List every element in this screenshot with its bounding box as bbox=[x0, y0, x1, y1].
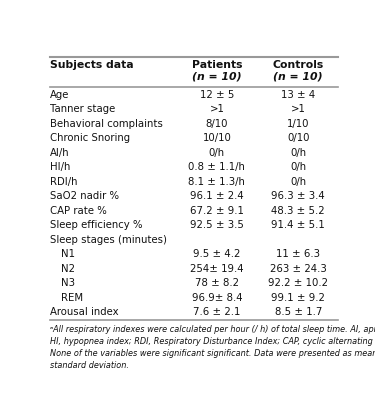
Text: 92.2 ± 10.2: 92.2 ± 10.2 bbox=[268, 278, 328, 288]
Text: Sleep efficiency %: Sleep efficiency % bbox=[50, 220, 142, 230]
Text: AI/h: AI/h bbox=[50, 148, 69, 158]
Text: Chronic Snoring: Chronic Snoring bbox=[50, 133, 130, 143]
Text: 263 ± 24.3: 263 ± 24.3 bbox=[270, 264, 327, 274]
Text: HI/h: HI/h bbox=[50, 162, 70, 172]
Text: 96.3 ± 3.4: 96.3 ± 3.4 bbox=[272, 191, 325, 201]
Text: N1: N1 bbox=[62, 249, 75, 259]
Text: Age: Age bbox=[50, 90, 69, 100]
Text: Arousal index: Arousal index bbox=[50, 308, 118, 317]
Text: 11 ± 6.3: 11 ± 6.3 bbox=[276, 249, 320, 259]
Text: 0/h: 0/h bbox=[290, 162, 306, 172]
Text: 48.3 ± 5.2: 48.3 ± 5.2 bbox=[272, 206, 325, 216]
Text: SaO2 nadir %: SaO2 nadir % bbox=[50, 191, 119, 201]
Text: 8/10: 8/10 bbox=[206, 119, 228, 129]
Text: 91.4 ± 5.1: 91.4 ± 5.1 bbox=[272, 220, 325, 230]
Text: 9.5 ± 4.2: 9.5 ± 4.2 bbox=[193, 249, 241, 259]
Text: >1: >1 bbox=[291, 104, 306, 114]
Text: Controls: Controls bbox=[273, 60, 324, 70]
Text: 10/10: 10/10 bbox=[202, 133, 231, 143]
Text: RDI/h: RDI/h bbox=[50, 177, 77, 187]
Text: 7.6 ± 2.1: 7.6 ± 2.1 bbox=[193, 308, 241, 317]
Text: ᵃAll respiratory indexes were calculated per hour (/ h) of total sleep time. AI,: ᵃAll respiratory indexes were calculated… bbox=[50, 325, 375, 370]
Text: 78 ± 8.2: 78 ± 8.2 bbox=[195, 278, 239, 288]
Text: N3: N3 bbox=[62, 278, 75, 288]
Text: 67.2 ± 9.1: 67.2 ± 9.1 bbox=[190, 206, 244, 216]
Text: Behavioral complaints: Behavioral complaints bbox=[50, 119, 163, 129]
Text: (n = 10): (n = 10) bbox=[273, 72, 323, 81]
Text: 0/h: 0/h bbox=[290, 177, 306, 187]
Text: Patients: Patients bbox=[192, 60, 242, 70]
Text: 92.5 ± 3.5: 92.5 ± 3.5 bbox=[190, 220, 244, 230]
Text: Subjects data: Subjects data bbox=[50, 60, 134, 70]
Text: 0/h: 0/h bbox=[209, 148, 225, 158]
Text: CAP rate %: CAP rate % bbox=[50, 206, 106, 216]
Text: 8.1 ± 1.3/h: 8.1 ± 1.3/h bbox=[189, 177, 245, 187]
Text: (n = 10): (n = 10) bbox=[192, 72, 242, 81]
Text: 99.1 ± 9.2: 99.1 ± 9.2 bbox=[272, 293, 325, 303]
Text: Sleep stages (minutes): Sleep stages (minutes) bbox=[50, 235, 167, 245]
Text: REM: REM bbox=[62, 293, 84, 303]
Text: 96.9± 8.4: 96.9± 8.4 bbox=[192, 293, 242, 303]
Text: 12 ± 5: 12 ± 5 bbox=[200, 90, 234, 100]
Text: 0/10: 0/10 bbox=[287, 133, 309, 143]
Text: 96.1 ± 2.4: 96.1 ± 2.4 bbox=[190, 191, 244, 201]
Text: 254± 19.4: 254± 19.4 bbox=[190, 264, 244, 274]
Text: >1: >1 bbox=[210, 104, 224, 114]
Text: 8.5 ± 1.7: 8.5 ± 1.7 bbox=[274, 308, 322, 317]
Text: 13 ± 4: 13 ± 4 bbox=[281, 90, 315, 100]
Text: 0/h: 0/h bbox=[290, 148, 306, 158]
Text: 1/10: 1/10 bbox=[287, 119, 309, 129]
Text: N2: N2 bbox=[62, 264, 75, 274]
Text: Tanner stage: Tanner stage bbox=[50, 104, 115, 114]
Text: 0.8 ± 1.1/h: 0.8 ± 1.1/h bbox=[189, 162, 245, 172]
